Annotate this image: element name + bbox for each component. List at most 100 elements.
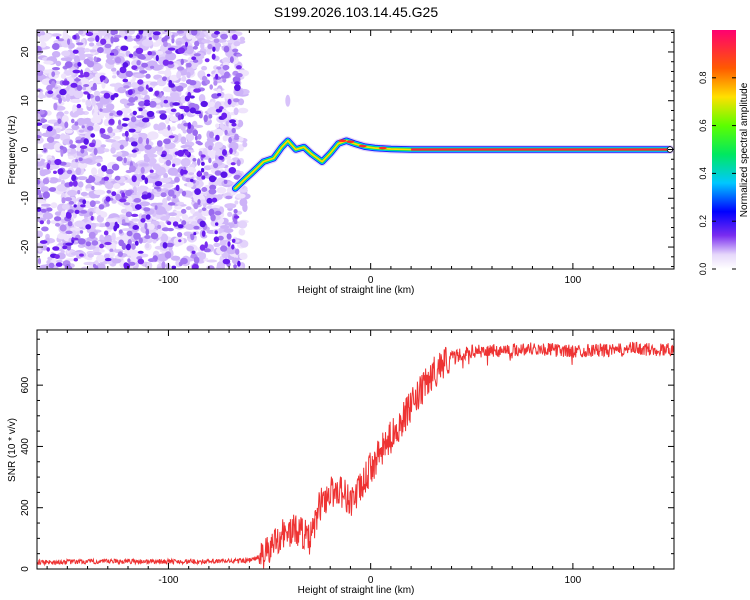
noise-speck (87, 125, 94, 131)
noise-speck (108, 118, 115, 125)
noise-speck (113, 183, 121, 189)
noise-speck (199, 220, 206, 228)
noise-speck (110, 147, 116, 154)
noise-speck (119, 98, 128, 105)
noise-speck (88, 142, 96, 148)
noise-speck (201, 65, 208, 71)
noise-speck (222, 135, 229, 142)
noise-speck (174, 205, 182, 210)
noise-speck (121, 133, 126, 137)
colorbar: 0.0 0.2 0.4 0.6 0.8 Normalized spectral ampl… (698, 30, 750, 275)
noise-speck (220, 225, 230, 229)
noise-speck (160, 153, 167, 158)
noise-speck (37, 122, 43, 126)
noise-speck (200, 100, 208, 108)
noise-speck (65, 242, 73, 246)
noise-speck (95, 35, 100, 43)
signal-hotspot (338, 139, 347, 142)
noise-speck (208, 175, 217, 183)
noise-speck (56, 101, 65, 106)
noise-speck (117, 86, 126, 94)
noise-speck (141, 174, 146, 181)
snr-ylabel: SNR (10 * v/v) (7, 418, 18, 482)
x-tick-label: 100 (565, 275, 582, 286)
noise-speck (72, 104, 77, 114)
noise-speck (138, 107, 143, 112)
noise-speck (149, 81, 159, 86)
figure-title: S199.2026.103.14.45.G25 (274, 4, 438, 20)
noise-speck (175, 184, 180, 192)
noise-speck (227, 241, 231, 247)
noise-speck (220, 33, 229, 40)
noise-speck (144, 222, 148, 230)
y-tick-label: 0 (20, 146, 31, 152)
noise-speck (118, 229, 123, 234)
noise-speck (73, 55, 81, 64)
noise-speck (233, 41, 241, 47)
noise-speck (54, 211, 62, 216)
noise-speck (137, 250, 144, 254)
noise-speck (37, 217, 47, 223)
noise-speck (199, 199, 207, 204)
noise-speck (123, 262, 129, 268)
noise-speck (208, 114, 213, 119)
noise-speck (192, 45, 198, 50)
noise-speck (93, 148, 98, 156)
noise-speck (185, 45, 194, 55)
noise-speck (88, 231, 96, 239)
noise-speck (154, 90, 160, 97)
noise-speck (214, 210, 222, 216)
noise-speck (116, 151, 123, 156)
noise-speck (111, 232, 116, 242)
noise-speck (121, 123, 128, 127)
noise-speck (40, 186, 50, 193)
noise-speck (69, 139, 73, 145)
noise-speck (185, 177, 191, 183)
noise-speck (103, 148, 110, 153)
spectrogram-signal-track (230, 136, 674, 193)
noise-speck (149, 169, 154, 173)
spectrogram-noise (37, 30, 291, 269)
noise-speck (71, 230, 77, 238)
noise-speck (111, 199, 117, 204)
noise-speck (132, 134, 140, 139)
noise-speck (141, 194, 149, 200)
noise-speck (128, 97, 136, 103)
noise-speck (93, 111, 98, 120)
noise-speck (160, 233, 169, 243)
noise-speck (222, 64, 230, 71)
noise-speck (120, 107, 132, 114)
noise-speck (70, 98, 82, 103)
noise-speck (220, 245, 228, 252)
noise-speck (141, 39, 154, 47)
noise-speck (189, 80, 197, 86)
noise-speck (197, 133, 202, 140)
noise-speck (190, 234, 195, 241)
noise-speck (177, 232, 183, 238)
noise-speck (85, 224, 92, 230)
noise-speck (123, 157, 127, 164)
noise-speck (148, 87, 154, 92)
noise-speck (59, 133, 66, 141)
noise-speck (61, 197, 66, 204)
noise-speck (77, 176, 88, 181)
noise-speck (65, 93, 71, 102)
noise-speck (101, 165, 108, 172)
noise-speck (204, 241, 208, 249)
noise-speck (110, 36, 114, 44)
noise-speck (144, 99, 151, 104)
noise-speck (197, 142, 203, 146)
noise-speck (169, 95, 181, 102)
noise-speck (54, 158, 62, 166)
noise-speck (187, 122, 192, 130)
noise-speck (146, 262, 153, 269)
noise-speck (141, 62, 149, 68)
noise-speck (116, 110, 123, 116)
noise-speck (127, 89, 133, 96)
noise-speck (46, 136, 55, 143)
noise-speck (119, 198, 127, 203)
noise-speck (154, 50, 164, 55)
noise-speck (205, 79, 211, 85)
